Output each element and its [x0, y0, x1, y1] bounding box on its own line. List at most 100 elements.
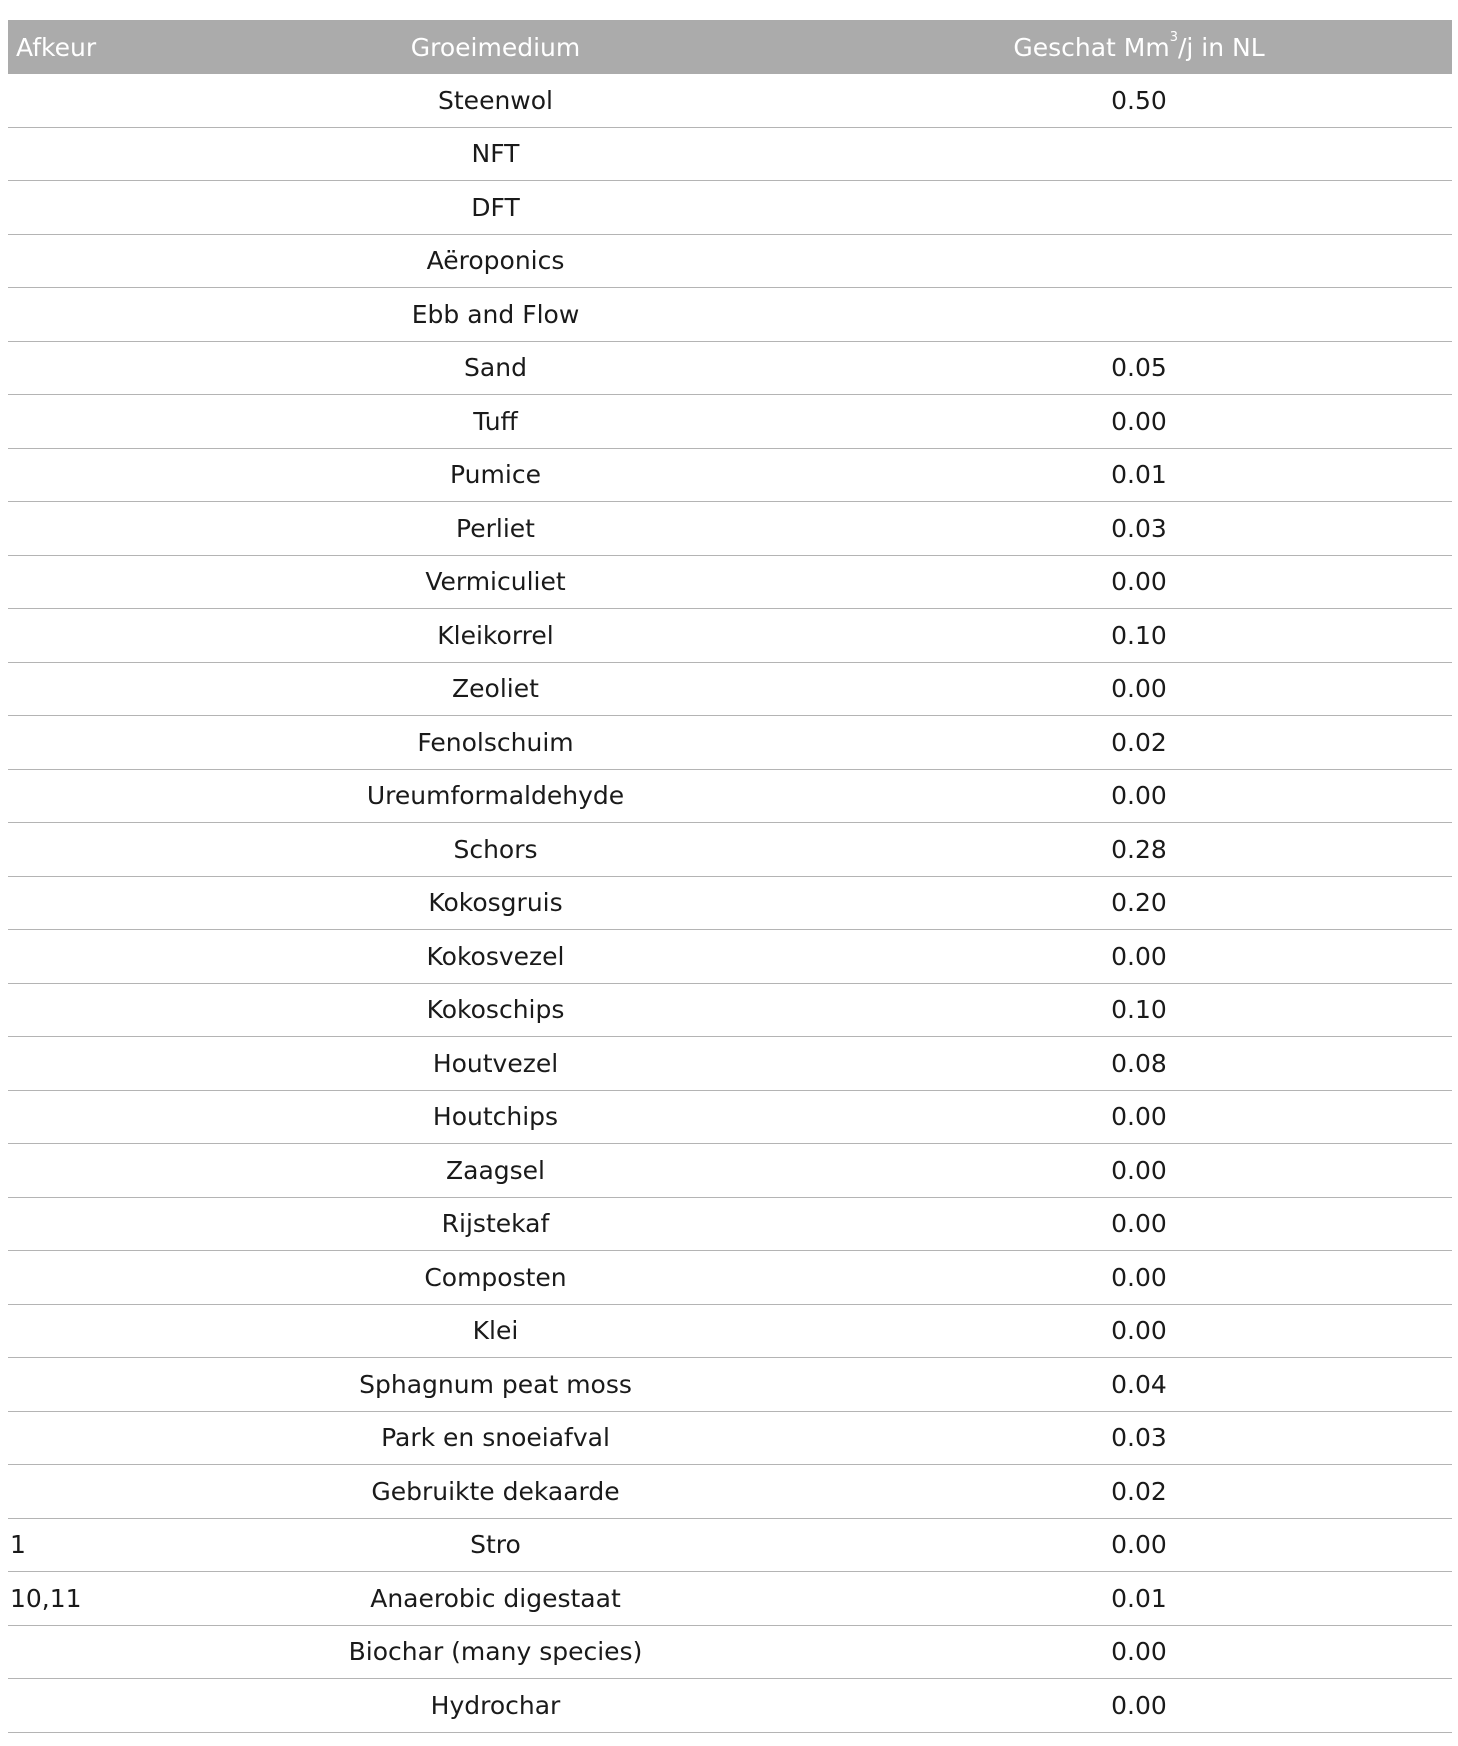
table-row: Zeoliet 0.00	[8, 663, 1452, 716]
table-row: Tuff 0.00	[8, 395, 1452, 449]
cell-groeimedium: Kokosvezel	[426, 941, 565, 971]
cell-geschat: 0.00	[1111, 1690, 1167, 1720]
table-row: Vermiculiet 0.00	[8, 556, 1452, 609]
cell-geschat: 0.20	[1111, 888, 1167, 918]
cell-groeimedium: Zaagsel	[446, 1155, 545, 1185]
table-row: Zaagsel 0.00	[8, 1144, 1452, 1198]
cell-geschat: 0.02	[1111, 727, 1167, 757]
cell-groeimedium: Sphagnum peat moss	[359, 1369, 632, 1399]
table-row: 1 Stro 0.00	[8, 1519, 1452, 1572]
table-row: Kokosvezel 0.00	[8, 930, 1452, 984]
table-body: Steenwol 0.50 NFT DFT Aëroponics Ebb and Flow…	[8, 74, 1452, 1733]
cell-groeimedium: Park en snoeiafval	[381, 1423, 610, 1453]
cell-geschat: 0.08	[1111, 1048, 1167, 1078]
table-row: Kokosgruis 0.20	[8, 877, 1452, 930]
table-row: Steenwol 0.50	[8, 74, 1452, 128]
cell-groeimedium: Schors	[453, 834, 538, 864]
cell-geschat: 0.10	[1111, 620, 1167, 650]
table-row: Aëroponics	[8, 235, 1452, 288]
cell-groeimedium: Ureumformaldehyde	[366, 781, 625, 811]
growth-media-table: Afkeur Groeimedium Geschat Mm3/j in NL S…	[8, 20, 1452, 1733]
cell-geschat: 0.00	[1111, 1209, 1167, 1239]
header-geschat-sup: 3	[1169, 29, 1178, 45]
cell-groeimedium: DFT	[471, 192, 520, 222]
table-row: Ebb and Flow	[8, 288, 1452, 342]
cell-groeimedium: Zeoliet	[452, 674, 539, 704]
table-row: Ureumformaldehyde 0.00	[8, 770, 1452, 823]
cell-geschat: 0.00	[1111, 1637, 1167, 1667]
cell-groeimedium: Rijstekaf	[441, 1209, 550, 1239]
cell-groeimedium: Kokosgruis	[428, 888, 563, 918]
cell-groeimedium: NFT	[471, 139, 520, 169]
cell-geschat: 0.02	[1111, 1476, 1167, 1506]
table-row: Sphagnum peat moss 0.04	[8, 1358, 1452, 1412]
table-row: DFT	[8, 181, 1452, 235]
cell-groeimedium: Biochar (many species)	[348, 1637, 643, 1667]
cell-geschat: 0.00	[1111, 406, 1167, 436]
table-row: Pumice 0.01	[8, 449, 1452, 502]
cell-geschat: 0.00	[1111, 1530, 1167, 1560]
cell-groeimedium: Vermiculiet	[425, 567, 566, 597]
header-groeimedium: Groeimedium	[410, 32, 581, 62]
cell-geschat: 0.00	[1111, 674, 1167, 704]
cell-groeimedium: Kleikorrel	[437, 620, 554, 650]
cell-groeimedium: Fenolschuim	[417, 727, 574, 757]
cell-groeimedium: Anaerobic digestaat	[370, 1583, 621, 1613]
cell-groeimedium: Composten	[424, 1262, 567, 1292]
cell-groeimedium: Kokoschips	[426, 995, 565, 1025]
table-row: Hydrochar 0.00	[8, 1679, 1452, 1733]
table-row: Gebruikte dekaarde 0.02	[8, 1465, 1452, 1519]
cell-geschat: 0.00	[1111, 941, 1167, 971]
table-row: Composten 0.00	[8, 1251, 1452, 1305]
cell-geschat: 0.28	[1111, 834, 1167, 864]
cell-geschat: 0.00	[1111, 1262, 1167, 1292]
cell-geschat: 0.04	[1111, 1369, 1167, 1399]
cell-groeimedium: Houtvezel	[432, 1048, 559, 1078]
cell-groeimedium: Tuff	[473, 406, 518, 436]
header-geschat-pre: Geschat Mm	[1013, 32, 1170, 62]
header-afkeur: Afkeur	[16, 32, 97, 62]
cell-geschat: 0.00	[1111, 567, 1167, 597]
table-row: Fenolschuim 0.02	[8, 716, 1452, 770]
cell-groeimedium: Ebb and Flow	[411, 299, 580, 329]
cell-groeimedium: Hydrochar	[430, 1690, 561, 1720]
cell-afkeur: 10,11	[10, 1583, 82, 1613]
cell-groeimedium: Pumice	[450, 460, 541, 490]
cell-geschat: 0.05	[1111, 353, 1167, 383]
table-row: Kokoschips 0.10	[8, 984, 1452, 1037]
cell-groeimedium: Aëroponics	[426, 246, 565, 276]
cell-groeimedium: Perliet	[456, 513, 535, 543]
cell-groeimedium: Steenwol	[438, 85, 553, 115]
table-row: Schors 0.28	[8, 823, 1452, 877]
cell-geschat: 0.00	[1111, 1316, 1167, 1346]
table-header: Afkeur Groeimedium Geschat Mm3/j in NL	[8, 20, 1452, 74]
table-row: Houtvezel 0.08	[8, 1037, 1452, 1091]
cell-groeimedium: Klei	[472, 1316, 519, 1346]
cell-groeimedium: Gebruikte dekaarde	[371, 1476, 620, 1506]
cell-geschat: 0.03	[1111, 513, 1167, 543]
table-row: Rijstekaf 0.00	[8, 1198, 1452, 1251]
table-row: 10,11 Anaerobic digestaat 0.01	[8, 1572, 1452, 1626]
cell-geschat: 0.01	[1111, 460, 1167, 490]
table-row: Houtchips 0.00	[8, 1091, 1452, 1144]
table-row: Sand 0.05	[8, 342, 1452, 395]
table-row: Klei 0.00	[8, 1305, 1452, 1358]
cell-groeimedium: Stro	[470, 1530, 521, 1560]
cell-afkeur: 1	[10, 1530, 26, 1560]
table-row: NFT	[8, 128, 1452, 181]
cell-geschat: 0.01	[1111, 1583, 1167, 1613]
cell-groeimedium: Houtchips	[432, 1102, 559, 1132]
cell-geschat: 0.00	[1111, 1155, 1167, 1185]
cell-geschat: 0.00	[1111, 1102, 1167, 1132]
table-row: Park en snoeiafval 0.03	[8, 1412, 1452, 1465]
table-row: Kleikorrel 0.10	[8, 609, 1452, 663]
cell-geschat: 0.03	[1111, 1423, 1167, 1453]
table-row: Perliet 0.03	[8, 502, 1452, 556]
cell-groeimedium: Sand	[464, 353, 527, 383]
cell-geschat: 0.50	[1111, 85, 1167, 115]
header-geschat: Geschat Mm3/j in NL	[978, 29, 1452, 62]
cell-geschat: 0.00	[1111, 781, 1167, 811]
cell-geschat: 0.10	[1111, 995, 1167, 1025]
table-row: Biochar (many species) 0.00	[8, 1626, 1452, 1679]
header-geschat-post: /j in NL	[1177, 32, 1265, 62]
